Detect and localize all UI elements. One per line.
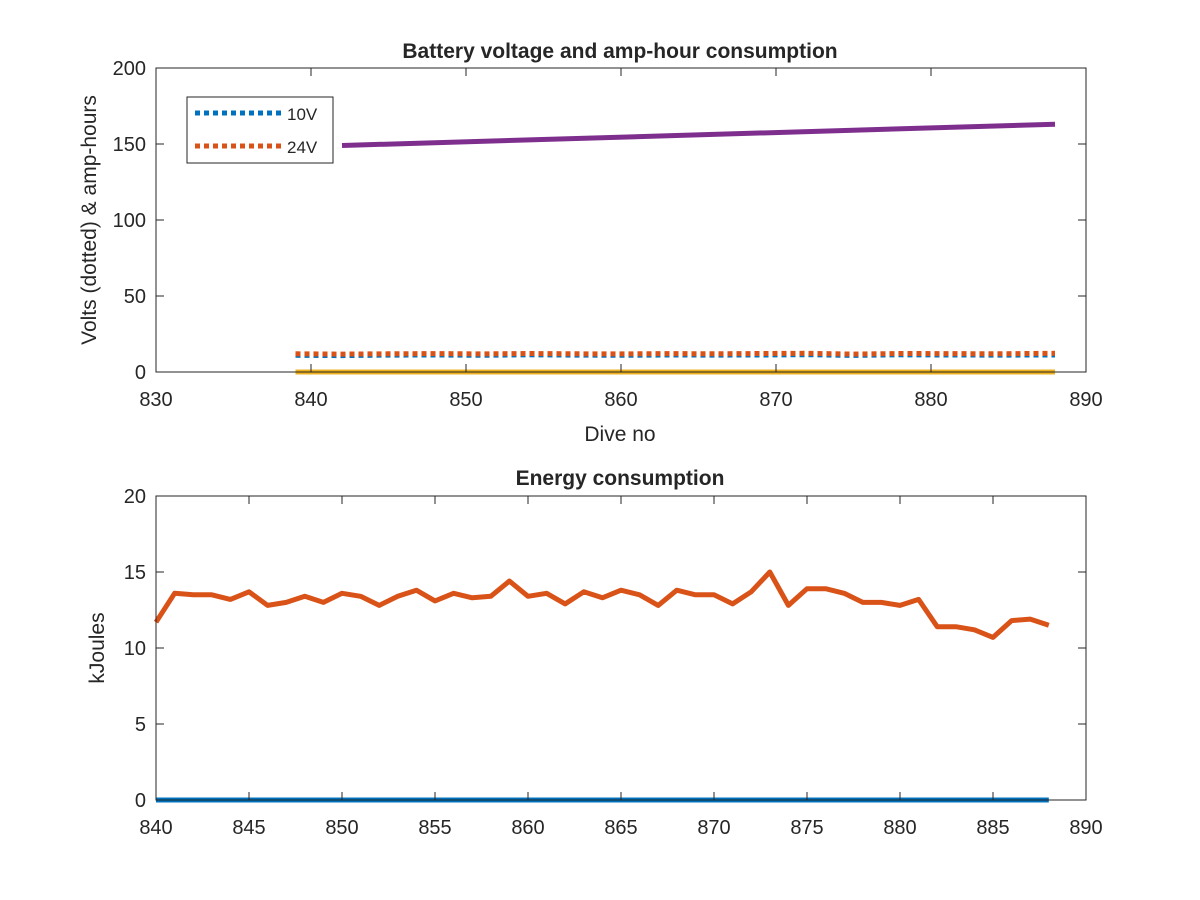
top-ticks: 830 840 850 860 870 880 890 0 50 100 150 200 — [113, 58, 1103, 411]
bottom-ytick-label: 20 — [124, 486, 146, 508]
top-xlabel: Dive no — [584, 423, 655, 446]
bottom-axes: Energy consumption kJoules 840 845 850 855 8… — [86, 467, 1103, 839]
bottom-xtick-label: 885 — [976, 817, 1009, 839]
bottom-ylabel: kJoules — [86, 612, 109, 683]
top-xtick-label: 890 — [1069, 389, 1102, 411]
top-xtick-label: 850 — [449, 389, 482, 411]
bottom-title: Energy consumption — [516, 467, 725, 490]
legend-label-24v: 24V — [287, 138, 318, 157]
bottom-xtick-label: 890 — [1069, 817, 1102, 839]
bottom-xtick-label: 880 — [883, 817, 916, 839]
bottom-xtick-label: 870 — [697, 817, 730, 839]
bottom-xtick-label: 875 — [790, 817, 823, 839]
bottom-plot-lines — [153, 569, 1050, 803]
legend-label-10v: 10V — [287, 105, 318, 124]
bottom-xtick-label: 855 — [418, 817, 451, 839]
legend: 10V 24V — [186, 96, 334, 164]
bottom-ytick-label: 15 — [124, 562, 146, 584]
legend-box — [186, 96, 334, 164]
bottom-series-orange-line — [153, 569, 1050, 640]
bottom-xtick-label: 845 — [232, 817, 265, 839]
top-xtick-label: 840 — [294, 389, 327, 411]
top-xtick-label: 880 — [914, 389, 947, 411]
top-ytick-label: 50 — [124, 286, 146, 308]
top-axes: Battery voltage and amp-hour consumption… — [78, 40, 1103, 446]
bottom-ytick-label: 5 — [135, 714, 146, 736]
top-ytick-label: 150 — [113, 134, 146, 156]
bottom-ticks: 840 845 850 855 860 865 870 875 880 885 890 0 5 10 15 2… — [124, 486, 1103, 839]
bottom-xtick-label: 865 — [604, 817, 637, 839]
bottom-xtick-label: 840 — [139, 817, 172, 839]
top-ylabel: Volts (dotted) & amp-hours — [78, 95, 101, 345]
bottom-ytick-label: 10 — [124, 638, 146, 660]
top-ytick-label: 100 — [113, 210, 146, 232]
top-xtick-label: 860 — [604, 389, 637, 411]
top-xtick-label: 830 — [139, 389, 172, 411]
bottom-xtick-label: 860 — [511, 817, 544, 839]
top-series-24v-line — [295, 350, 1056, 357]
top-series-purple-line — [341, 121, 1056, 148]
bottom-axes-box — [155, 495, 1087, 801]
bottom-ytick-label: 0 — [135, 790, 146, 812]
top-plot-lines — [295, 121, 1056, 375]
bottom-xtick-label: 850 — [325, 817, 358, 839]
top-ytick-label: 0 — [135, 362, 146, 384]
top-ytick-label: 200 — [113, 58, 146, 80]
top-xtick-label: 870 — [759, 389, 792, 411]
top-title: Battery voltage and amp-hour consumption — [402, 40, 837, 63]
